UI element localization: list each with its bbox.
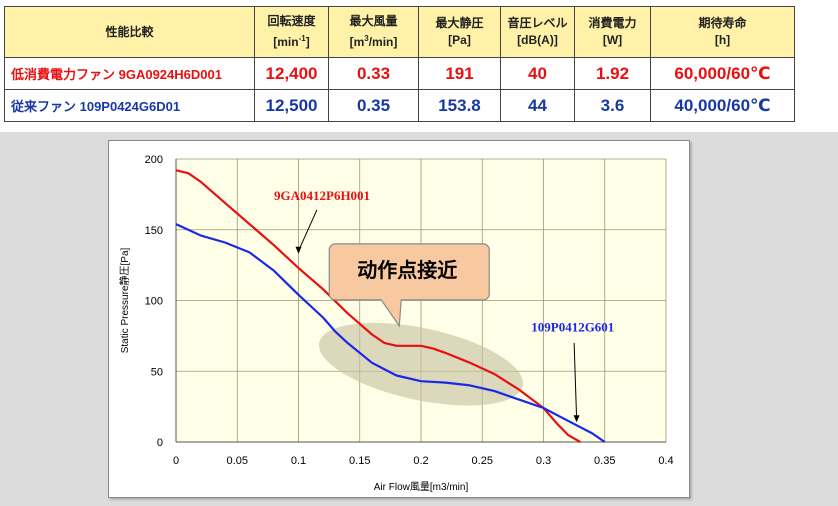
header-pressure: 最大静圧 [Pa] [418, 6, 501, 58]
row-airflow: 0.35 [328, 89, 419, 122]
table-row-low-power-fan: 低消費電力ファン 9GA0924H6D001 12,400 0.33 191 4… [4, 57, 795, 90]
row-noise: 40 [500, 57, 575, 90]
x-tick-label: 0.3 [536, 455, 551, 467]
row-power: 3.6 [574, 89, 651, 122]
callout-text: 动作点接近 [357, 258, 457, 282]
row-pressure: 153.8 [418, 89, 501, 122]
y-tick-label: 100 [145, 296, 163, 308]
row-airflow: 0.33 [328, 57, 419, 90]
row-name: 従来ファン 109P0424G6D01 [4, 89, 255, 122]
callout-bubble [328, 243, 490, 328]
series-line-low-power-fan [175, 169, 581, 443]
x-tick-label: 0.4 [658, 455, 673, 467]
header-airflow: 最大風量 [m3/min] [328, 6, 419, 58]
row-pressure: 191 [418, 57, 501, 90]
x-tick-label: 0.2 [413, 455, 428, 467]
arrowhead-conventional-fan [573, 415, 580, 423]
series-label-low-power-fan: 9GA0412P6H001 [274, 188, 370, 203]
x-tick-label: 0.25 [472, 455, 493, 467]
row-speed: 12,400 [254, 57, 329, 90]
row-speed: 12,500 [254, 89, 329, 122]
header-speed: 回転速度 [min-1] [254, 6, 329, 58]
row-life: 60,000/60℃ [650, 57, 795, 90]
y-tick-label: 200 [145, 154, 163, 166]
series-line-conventional-fan [175, 223, 606, 443]
row-life: 40,000/60℃ [650, 89, 795, 122]
spec-comparison-table: 性能比較 回転速度 [min-1] 最大風量 [m3/min] 最大静圧 [Pa] 音… [4, 6, 795, 122]
row-power: 1.92 [574, 57, 651, 90]
arrow-line-conventional-fan [573, 342, 578, 418]
row-noise: 44 [500, 89, 575, 122]
chart-svg: 0 0.05 0.1 0.15 0.2 0.25 0.3 0.35 0.4 0 50 100 150 20… [118, 154, 674, 493]
x-tick-label: 0.35 [594, 455, 615, 467]
x-axis-title: Air Flow風量[m3/min] [374, 481, 469, 493]
header-noise: 音圧レベル [dB(A)] [500, 6, 575, 58]
y-tick-label: 50 [151, 366, 163, 378]
pq-curve-chart: 0 0.05 0.1 0.15 0.2 0.25 0.3 0.35 0.4 0 50 100 150 20… [108, 140, 690, 498]
header-comparison: 性能比較 [4, 6, 255, 58]
arrowhead-low-power-fan [295, 246, 302, 254]
arrow-line-low-power-fan [298, 209, 318, 252]
series-label-conventional-fan: 109P0412G601 [531, 320, 614, 335]
x-tick-label: 0 [173, 455, 179, 467]
x-tick-label: 0.1 [291, 455, 306, 467]
header-power: 消費電力 [W] [574, 6, 651, 58]
header-life: 期待寿命 [h] [650, 6, 795, 58]
y-tick-label: 150 [145, 225, 163, 237]
table-header-row: 性能比較 回転速度 [min-1] 最大風量 [m3/min] 最大静圧 [Pa] 音… [4, 6, 795, 58]
x-tick-label: 0.05 [227, 455, 248, 467]
row-name: 低消費電力ファン 9GA0924H6D001 [4, 57, 255, 90]
x-tick-label: 0.15 [349, 455, 370, 467]
y-tick-label: 0 [157, 437, 163, 449]
y-axis-title: Static Pressure静圧[Pa] [118, 247, 131, 353]
table-row-conventional-fan: 従来ファン 109P0424G6D01 12,500 0.35 153.8 44… [4, 89, 795, 122]
